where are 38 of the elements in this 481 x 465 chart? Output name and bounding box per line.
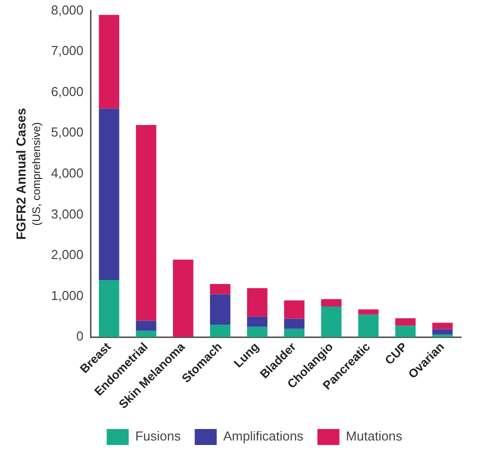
bar xyxy=(395,326,416,338)
bar xyxy=(432,329,453,335)
bar xyxy=(284,328,304,338)
bar xyxy=(210,324,230,338)
bar xyxy=(358,309,379,315)
bar xyxy=(321,306,342,338)
y-axis-title: FGFR2 Annual Cases (US, comprehensive) xyxy=(14,108,44,240)
y-tick-label: 0 xyxy=(76,328,84,344)
bar xyxy=(284,300,304,319)
bar xyxy=(98,108,120,280)
y-tick-label: 1,000 xyxy=(50,288,84,303)
bar xyxy=(284,318,304,329)
bar xyxy=(358,314,379,338)
bar xyxy=(395,318,416,326)
y-tick-label: 6,000 xyxy=(50,84,84,99)
bar xyxy=(321,299,342,306)
bar xyxy=(136,320,156,331)
bar xyxy=(136,330,156,338)
bar xyxy=(136,124,156,321)
y-tick-label: 5,000 xyxy=(50,124,84,140)
y-tick-label: 8,000 xyxy=(50,2,84,18)
bar xyxy=(210,294,230,325)
legend-label: Mutations xyxy=(346,428,403,444)
bar xyxy=(247,288,268,317)
bar xyxy=(98,280,120,338)
bar xyxy=(432,322,453,330)
y-tick-label: 3,000 xyxy=(50,206,84,222)
legend-label: Fusions xyxy=(135,428,182,444)
y-tick-label: 7,000 xyxy=(50,43,84,58)
bar xyxy=(432,334,453,338)
bar xyxy=(210,284,230,294)
y-tick-label: 4,000 xyxy=(50,166,84,180)
legend-label: Amplifications xyxy=(223,428,304,444)
bar xyxy=(98,14,120,109)
bar xyxy=(247,326,268,338)
y-tick-label: 2,000 xyxy=(50,247,84,262)
bar xyxy=(172,260,194,338)
bar xyxy=(247,316,268,327)
